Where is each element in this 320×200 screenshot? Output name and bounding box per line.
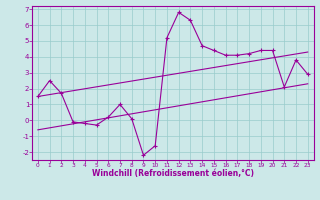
X-axis label: Windchill (Refroidissement éolien,°C): Windchill (Refroidissement éolien,°C) — [92, 169, 254, 178]
